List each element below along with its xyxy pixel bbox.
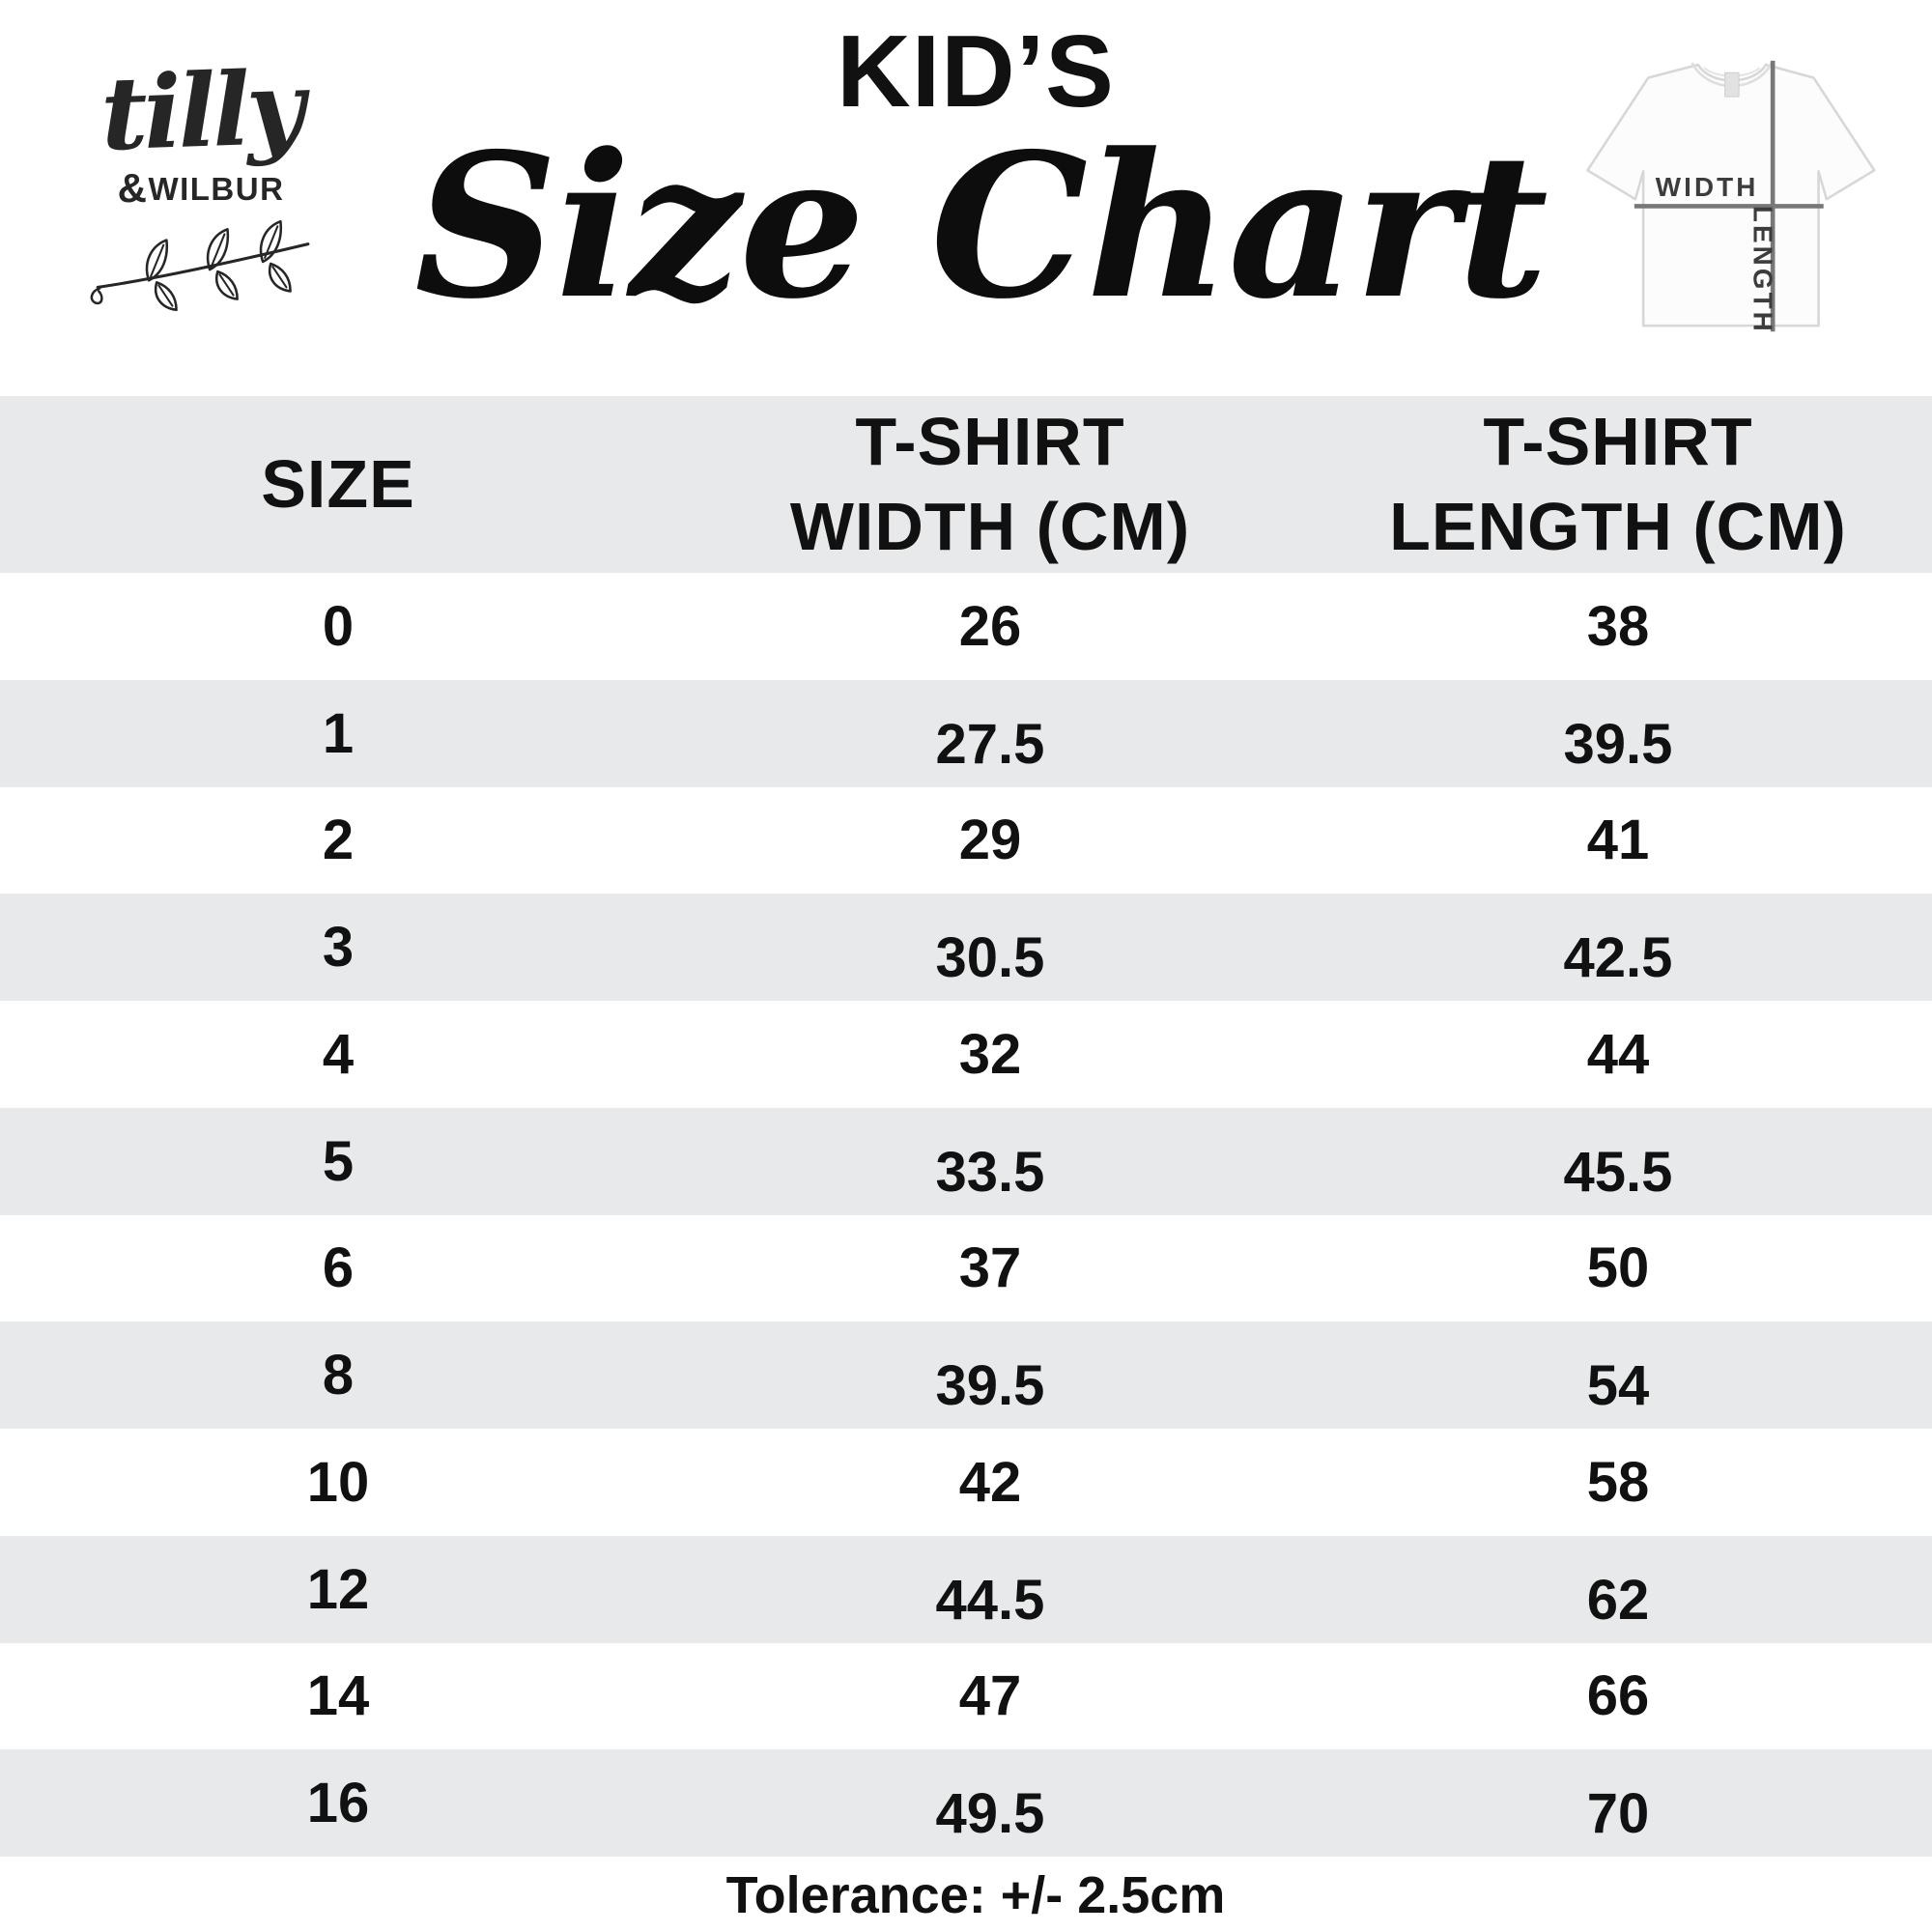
width-cell: 37 [958, 1236, 1022, 1300]
size-cell: 8 [322, 1344, 355, 1407]
width-cell: 30.5 [935, 926, 1045, 990]
size-cell: 5 [322, 1129, 355, 1193]
size-cell: 3 [322, 916, 355, 980]
table-row: 8 39.5 54 [0, 1321, 1932, 1429]
length-label: LENGTH [1748, 206, 1778, 334]
width-cell: 32 [958, 1022, 1022, 1086]
length-cell: 66 [1586, 1664, 1650, 1728]
tshirt-shape [1586, 63, 1876, 327]
size-cell: 1 [322, 701, 355, 765]
size-cell: 16 [306, 1772, 370, 1835]
page-title: Size Chart [414, 111, 1548, 343]
brand-logo: tilly &WILBUR [85, 47, 317, 321]
brand-name-caps: &WILBUR [85, 165, 317, 212]
length-cell: 54 [1586, 1354, 1650, 1418]
table-body: 0 26 38 1 27.5 39.5 2 29 41 3 30.5 42.5 … [0, 573, 1932, 1857]
column-header-length: T-SHIRT LENGTH (CM) [1389, 404, 1847, 564]
size-cell: 6 [322, 1236, 355, 1300]
table-row: 6 37 50 [0, 1214, 1932, 1322]
table-row: 12 44.5 62 [0, 1535, 1932, 1643]
size-cell: 14 [306, 1664, 370, 1728]
width-cell: 29 [958, 809, 1022, 872]
tolerance-note: Tolerance: +/- 2.5cm [725, 1866, 1226, 1924]
table-row: 1 27.5 39.5 [0, 679, 1932, 787]
table-row: 2 29 41 [0, 786, 1932, 895]
length-cell: 42.5 [1563, 926, 1673, 990]
length-cell: 39.5 [1563, 712, 1673, 776]
width-cell: 42 [958, 1450, 1022, 1514]
size-cell: 0 [322, 594, 355, 658]
length-cell: 41 [1586, 809, 1650, 872]
table-row: 10 42 58 [0, 1429, 1932, 1536]
length-cell: 44 [1586, 1022, 1650, 1086]
length-cell: 45.5 [1563, 1140, 1673, 1204]
size-table: SIZE T-SHIRT WIDTH (CM) T-SHIRT LENGTH (… [0, 396, 1932, 1857]
tshirt-measurement-diagram: WIDTH LENGTH [1577, 31, 1895, 359]
column-header-width: T-SHIRT WIDTH (CM) [789, 404, 1191, 564]
width-cell: 27.5 [935, 712, 1045, 776]
size-cell: 2 [322, 809, 355, 872]
width-cell: 44.5 [935, 1568, 1045, 1632]
table-row: 5 33.5 45.5 [0, 1107, 1932, 1215]
ampersand: & [117, 165, 149, 212]
length-cell: 50 [1586, 1236, 1650, 1300]
column-header-size: SIZE [261, 445, 415, 522]
length-cell: 58 [1586, 1450, 1650, 1514]
laurel-branch-icon [85, 215, 317, 321]
table-row: 14 47 66 [0, 1642, 1932, 1750]
table-row: 3 30.5 42.5 [0, 894, 1932, 1001]
length-cell: 70 [1586, 1782, 1650, 1846]
size-cell: 12 [306, 1557, 370, 1621]
table-row: 4 32 44 [0, 1001, 1932, 1108]
width-cell: 47 [958, 1664, 1022, 1728]
width-label: WIDTH [1656, 172, 1759, 202]
width-cell: 33.5 [935, 1140, 1045, 1204]
table-header-row: SIZE T-SHIRT WIDTH (CM) T-SHIRT LENGTH (… [0, 396, 1932, 573]
length-cell: 38 [1586, 594, 1650, 658]
table-row: 0 26 38 [0, 573, 1932, 680]
brand-name-caps-text: WILBUR [148, 171, 285, 208]
width-cell: 39.5 [935, 1354, 1045, 1418]
size-cell: 4 [322, 1022, 355, 1086]
width-cell: 49.5 [935, 1782, 1045, 1846]
table-row: 16 49.5 70 [0, 1749, 1932, 1857]
length-cell: 62 [1586, 1568, 1650, 1632]
title-kicker: KID’S [837, 14, 1115, 128]
size-cell: 10 [306, 1450, 370, 1514]
width-cell: 26 [958, 594, 1022, 658]
